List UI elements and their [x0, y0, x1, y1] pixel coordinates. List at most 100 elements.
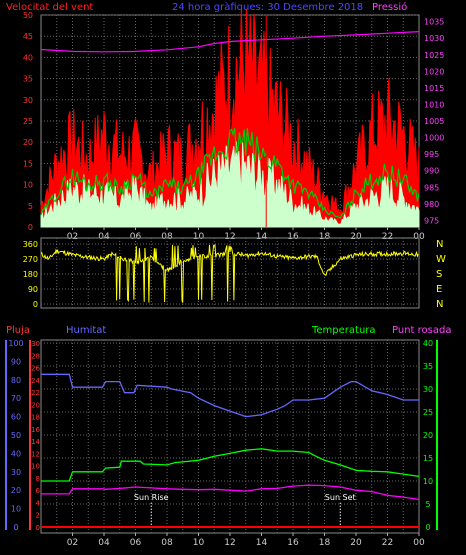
- rain-y-tick: 0: [36, 524, 40, 532]
- rain-y-tick: 28: [31, 352, 40, 360]
- series-humitat: [41, 373, 419, 418]
- x-tick-label: 20: [350, 232, 362, 242]
- x-tick-label: 10: [193, 232, 205, 242]
- humidity-y-tick: 50: [11, 431, 21, 440]
- temperature-y-tick: 40: [423, 339, 433, 348]
- x-tick-label: 22: [382, 232, 393, 242]
- rain-y-tick: 18: [31, 414, 40, 422]
- series-average: [40, 128, 420, 219]
- x-tick-label: 06: [130, 232, 142, 242]
- series-punt-rosada: [41, 484, 420, 501]
- x-tick-label: 14: [256, 232, 268, 242]
- rain-y-tick: 16: [31, 426, 40, 434]
- x-tick-label: 12: [224, 232, 235, 242]
- direction-compass-label: S: [436, 269, 442, 280]
- pressure-y-tick: 990: [424, 167, 439, 176]
- rain-y-tick: 8: [36, 475, 40, 483]
- x-tick-label: 18: [319, 538, 331, 548]
- x-tick-label: 06: [130, 538, 142, 548]
- series-gust: [40, 9, 420, 228]
- humidity-y-tick: 0: [13, 523, 18, 532]
- humidity-y-tick: 100: [8, 339, 23, 348]
- temperature-y-tick: 10: [423, 477, 433, 486]
- humidity-y-tick: 80: [11, 376, 21, 385]
- pressure-y-tick: 1035: [424, 18, 444, 27]
- pressure-y-tick: 1030: [424, 34, 444, 43]
- series-temperatura: [41, 448, 420, 482]
- pressure-y-tick: 1005: [424, 117, 444, 126]
- wind-y-tick: 25: [23, 117, 33, 126]
- x-tick-label: 04: [98, 232, 110, 242]
- series-pressure: [40, 31, 420, 53]
- wind-y-tick: 10: [23, 181, 33, 190]
- rain-y-tick: 4: [36, 499, 41, 507]
- rain-y-tick: 14: [31, 438, 40, 446]
- climate-label-humidity: Humitat: [66, 325, 106, 336]
- humidity-y-tick: 30: [11, 468, 21, 477]
- temperature-y-tick: 5: [425, 500, 430, 509]
- x-tick-label: 12: [224, 538, 235, 548]
- pressure-y-tick: 995: [424, 150, 439, 159]
- direction-compass-label: W: [436, 254, 446, 265]
- direction-compass-label: E: [436, 284, 442, 295]
- rain-y-tick: 20: [31, 401, 40, 409]
- pressure-y-tick: 1015: [424, 84, 444, 93]
- humidity-y-tick: 60: [11, 413, 21, 422]
- x-tick-label: 00: [413, 232, 425, 242]
- humidity-y-tick: 40: [11, 449, 21, 458]
- title-date: 24 hora gràfiques: 30 Desembre 2018: [172, 1, 363, 13]
- wind-y-tick: 0: [28, 223, 33, 232]
- wind-y-tick: 30: [23, 96, 33, 105]
- direction-y-tick: 270: [23, 255, 38, 264]
- x-tick-label: 08: [161, 232, 173, 242]
- climate-panel-series: Sun Rise Sun Set: [41, 373, 420, 528]
- wind-y-tick: 20: [23, 138, 33, 147]
- wind-panel-axes: 0510152025303540455097598098599099510001…: [23, 11, 445, 242]
- temperature-y-tick: 0: [425, 523, 430, 532]
- direction-y-tick: 360: [23, 240, 38, 249]
- pressure-y-tick: 975: [424, 216, 439, 225]
- temperature-y-tick: 15: [423, 454, 433, 463]
- humidity-y-tick: 10: [11, 505, 21, 514]
- wind-y-tick: 50: [23, 11, 33, 20]
- x-tick-label: 16: [287, 232, 299, 242]
- rain-y-tick: 30: [31, 340, 40, 348]
- x-tick-label: 18: [319, 232, 331, 242]
- x-tick-label: 02: [67, 232, 78, 242]
- rain-y-tick: 6: [36, 487, 41, 495]
- x-tick-label: 10: [193, 538, 205, 548]
- direction-y-tick: 180: [23, 270, 38, 279]
- x-tick-label: 16: [287, 538, 299, 548]
- wind-y-tick: 15: [23, 159, 33, 168]
- temperature-y-tick: 35: [423, 362, 433, 371]
- wind-y-tick: 40: [23, 53, 33, 62]
- climate-label-dewpoint: Punt rosada: [392, 325, 451, 336]
- humidity-y-tick: 20: [11, 486, 21, 495]
- direction-compass-label: N: [436, 299, 443, 310]
- wind-panel-series: [40, 9, 420, 228]
- rain-y-tick: 22: [31, 389, 40, 397]
- pressure-y-tick: 980: [424, 200, 439, 209]
- rain-y-tick: 2: [36, 512, 40, 520]
- title-pressure: Pressió: [372, 1, 407, 13]
- pressure-y-tick: 1020: [424, 67, 444, 76]
- series-min: [40, 141, 420, 228]
- rain-y-tick: 12: [31, 450, 40, 458]
- pressure-y-tick: 1010: [424, 100, 444, 109]
- sun-marker-label: Sun Set: [325, 493, 356, 502]
- climate-label-temperature: Temperatura: [311, 325, 376, 336]
- wind-y-tick: 5: [28, 202, 33, 211]
- x-tick-label: 02: [67, 538, 78, 548]
- x-tick-label: 04: [98, 538, 110, 548]
- climate-panel-axes: 0102030405060708090100024681012141618202…: [5, 339, 438, 548]
- temperature-y-tick: 20: [423, 431, 433, 440]
- rain-y-tick: 24: [31, 377, 40, 385]
- direction-panel-series: [40, 244, 419, 303]
- x-tick-label: 14: [256, 538, 268, 548]
- x-tick-label: 00: [413, 538, 425, 548]
- x-tick-label: 20: [350, 538, 362, 548]
- temperature-y-tick: 25: [423, 408, 433, 417]
